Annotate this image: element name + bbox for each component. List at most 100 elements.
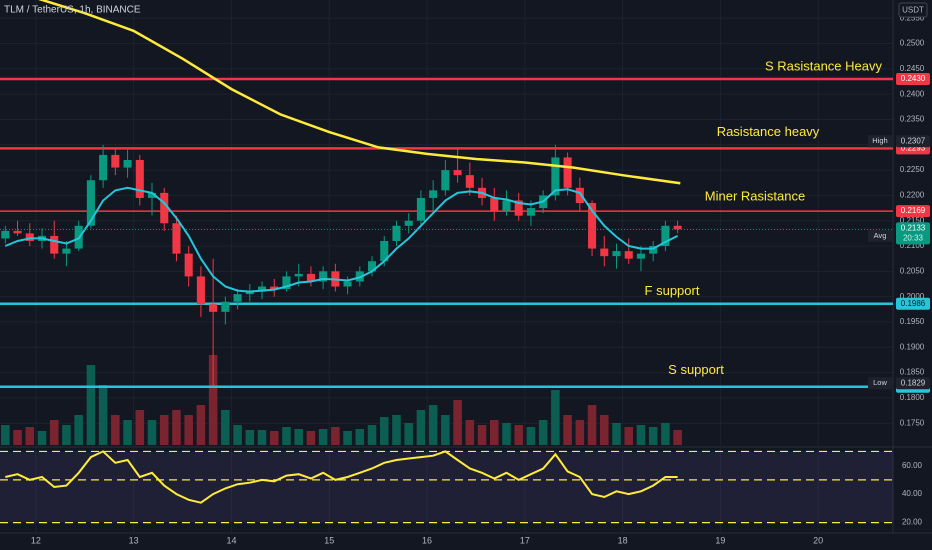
- y-tick-label: 0.2000: [900, 292, 925, 301]
- volume-bar: [184, 415, 193, 445]
- candle-body: [257, 286, 267, 292]
- y-tick-label: 0.2550: [900, 13, 925, 22]
- marker-price-box: [896, 135, 930, 148]
- volume-bar: [661, 423, 670, 445]
- volume-bar: [673, 430, 682, 445]
- symbol-title: TLM / TetherUS, 1h, BINANCE: [4, 5, 141, 16]
- volume-bar: [624, 427, 634, 445]
- price-axis: [893, 0, 932, 550]
- volume-bar: [392, 415, 401, 445]
- x-tick-label: 13: [129, 535, 139, 545]
- y-tick-label: 0.2350: [900, 115, 925, 124]
- candle-body: [343, 281, 352, 287]
- volume-bar: [37, 431, 47, 445]
- level-price-label: 0.1986: [901, 299, 926, 308]
- candle-body: [416, 197, 425, 221]
- level-annotation: F support: [645, 283, 700, 298]
- volume-bar: [318, 429, 328, 445]
- rsi-line: [5, 450, 678, 504]
- candle-body: [368, 261, 377, 272]
- volume-bar: [587, 405, 597, 445]
- level-price-label: 0.2169: [901, 206, 926, 215]
- candle-body: [147, 192, 157, 198]
- unit-box: [898, 2, 928, 18]
- candle-body: [453, 170, 462, 176]
- level-annotation: Rasistance heavy: [717, 124, 820, 139]
- rsi-band: [0, 451, 893, 523]
- volume-bar: [404, 423, 413, 445]
- candle-body: [123, 159, 132, 168]
- candle-body: [526, 208, 535, 216]
- y-tick-label: 0.1800: [900, 393, 925, 402]
- volume-bar: [477, 425, 487, 445]
- candle-body: [490, 197, 499, 211]
- volume-bar: [502, 423, 511, 445]
- x-tick-label: 18: [618, 535, 628, 545]
- candle-body: [86, 180, 95, 226]
- candle-body: [209, 304, 218, 312]
- marker-tag: Avg: [874, 231, 887, 240]
- volume-bar: [379, 417, 389, 445]
- candle-body: [50, 235, 59, 254]
- candle-body: [624, 251, 633, 259]
- candle-body: [99, 154, 108, 181]
- candle-body: [429, 190, 438, 198]
- candle-body: [404, 220, 413, 226]
- volume-bar: [489, 420, 499, 445]
- candle-body: [184, 253, 193, 277]
- volume-bar: [233, 425, 242, 445]
- volume-bar: [111, 415, 120, 445]
- candle-body: [1, 230, 10, 239]
- volume-bar: [282, 427, 291, 445]
- volume-bar: [306, 431, 316, 445]
- volume-bar: [453, 400, 462, 445]
- candle-body: [13, 230, 22, 234]
- marker-price-box: [896, 377, 930, 390]
- candle-body: [465, 175, 474, 188]
- candle-body: [135, 159, 144, 198]
- volume-bar: [294, 429, 303, 445]
- level-annotation: S Rasistance Heavy: [765, 58, 883, 73]
- volume-bar: [416, 410, 426, 445]
- marker-tag-box: [868, 135, 893, 148]
- volume-bar: [441, 415, 450, 445]
- level-annotation: S support: [668, 362, 724, 377]
- volume-bar: [257, 430, 267, 445]
- candle-body: [649, 246, 658, 254]
- marker-tag-box: [868, 377, 893, 390]
- marker-tag: High: [872, 136, 887, 145]
- level-price-box: [896, 297, 930, 310]
- volume-bar: [208, 355, 218, 445]
- volume-bar: [343, 431, 352, 445]
- candle-body: [612, 251, 621, 257]
- y-tick-label: 0.2050: [900, 266, 925, 275]
- volume-bar: [123, 420, 132, 445]
- y-tick-label: 0.2250: [900, 165, 925, 174]
- rsi-tick-label: 40.00: [902, 489, 923, 498]
- y-tick-label: 0.1900: [900, 342, 925, 351]
- candle-body: [575, 187, 584, 204]
- volume-bar: [13, 430, 22, 445]
- y-tick-label: 0.2200: [900, 191, 925, 200]
- y-tick-label: 0.1750: [900, 418, 925, 427]
- volume-bar: [159, 415, 169, 445]
- x-tick-label: 20: [813, 535, 823, 545]
- volume-bar: [49, 420, 59, 445]
- level-price-label: 0.2293: [901, 143, 926, 152]
- candle-body: [111, 154, 120, 168]
- volume-bar: [367, 425, 377, 445]
- volume-bar: [514, 425, 523, 445]
- candle-body: [306, 273, 315, 282]
- candle-body: [160, 192, 169, 224]
- y-tick-label: 0.2100: [900, 241, 925, 250]
- volume-bar: [196, 405, 206, 445]
- volume-bar: [636, 425, 646, 445]
- volume-bar: [172, 410, 181, 445]
- level-price-box: [896, 72, 930, 85]
- marker-tag: Low: [873, 378, 887, 387]
- level-price-box: [896, 205, 930, 218]
- volume-bar: [74, 415, 83, 445]
- x-tick-label: 15: [324, 535, 334, 545]
